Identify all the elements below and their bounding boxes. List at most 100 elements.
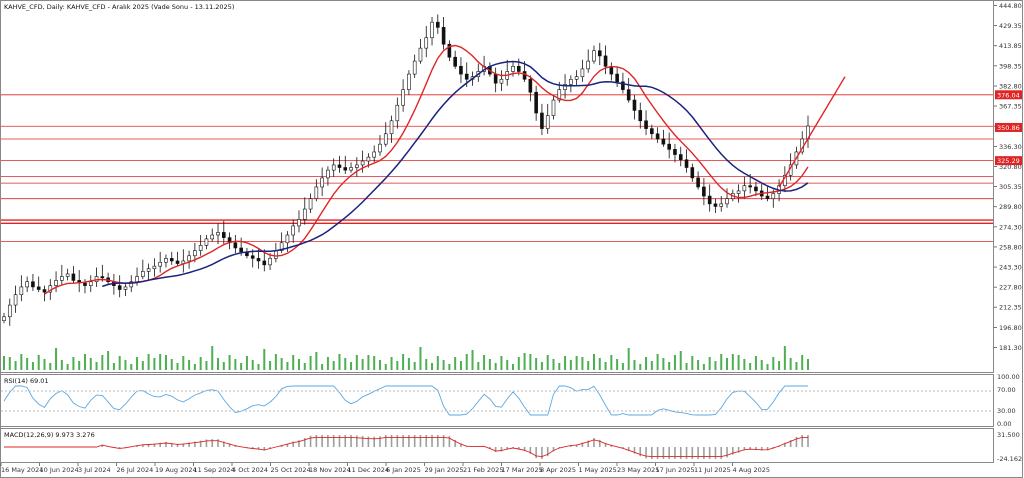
candle-body	[551, 99, 556, 116]
candle-body	[407, 73, 411, 90]
volume-bar	[3, 356, 5, 370]
candle-body	[146, 268, 151, 272]
macd-hist-bar	[593, 438, 595, 447]
candle-body	[621, 81, 625, 90]
y-tick-label: 212.35	[999, 304, 1022, 312]
candle-body	[702, 186, 706, 197]
macd-hist-bar	[269, 447, 271, 449]
volume-bar	[697, 360, 700, 370]
volume-bar	[297, 359, 300, 370]
x-tick-label: 29 Jan 2025	[425, 466, 464, 474]
volume-bar	[112, 363, 115, 370]
volume-bar	[101, 355, 104, 370]
volume-bar	[205, 361, 208, 370]
macd-hist-bar	[408, 435, 410, 447]
macd-hist-bar	[437, 435, 439, 447]
volume-bar	[737, 355, 740, 370]
volume-bar	[720, 354, 723, 370]
volume-bar	[130, 364, 133, 370]
macd-hist-bar	[384, 435, 387, 447]
y-tick-label: 367.35	[999, 103, 1022, 111]
macd-hist-bar	[194, 441, 196, 447]
macd-hist-bar	[627, 447, 630, 452]
volume-bar	[321, 364, 324, 370]
volume-bars	[3, 346, 809, 370]
macd-hist-bar	[327, 435, 329, 447]
candle-body	[707, 195, 712, 205]
candle-body	[748, 185, 752, 188]
volume-bar	[332, 361, 335, 370]
macd-hist-bar	[535, 447, 537, 459]
volume-bar	[639, 364, 642, 370]
macd-hist-bar	[749, 447, 751, 450]
macd-hist-bar	[587, 440, 590, 447]
volume-bar	[384, 364, 387, 370]
candle-body	[736, 190, 741, 194]
volume-bar	[55, 348, 58, 370]
candle-body	[673, 149, 677, 155]
x-tick-label: 23 May 2025	[617, 466, 659, 474]
macd-hist-bar	[356, 435, 358, 447]
candle-body	[395, 104, 400, 122]
candle-body	[135, 276, 139, 283]
candle-body	[754, 186, 758, 192]
volume-bar	[459, 361, 462, 370]
candle-body	[511, 65, 515, 72]
volume-bar	[141, 361, 144, 370]
volume-bar	[795, 362, 798, 370]
macd-hist-bar	[292, 441, 295, 447]
candle-body	[522, 71, 527, 80]
macd-hist-bar	[633, 447, 636, 454]
volume-bar	[442, 360, 445, 370]
volume-bar	[627, 348, 630, 370]
x-tick-label: 25 Oct 2024	[271, 466, 311, 474]
macd-hist-bar	[142, 444, 144, 447]
candle-body	[713, 203, 718, 207]
macd-hist-bar	[691, 447, 694, 459]
macd-hist-bar	[234, 445, 237, 447]
candle-body	[638, 110, 643, 122]
candle-body	[436, 21, 440, 28]
macd-hist-bar	[118, 447, 121, 449]
candle-body	[725, 198, 729, 205]
macd-hist-bar	[286, 443, 289, 447]
price-tag-label: 376.04	[997, 91, 1020, 99]
macd-hist-bar	[714, 447, 717, 459]
candle-body	[256, 258, 261, 262]
volume-bar	[662, 358, 665, 370]
volume-bar	[517, 357, 520, 370]
x-tick-label: 4 Aug 2025	[733, 466, 771, 474]
macd-hist-bar	[766, 447, 769, 451]
volume-bar	[292, 355, 295, 370]
y-tick-label: 305.35	[999, 183, 1022, 191]
macd-hist-bar	[338, 435, 341, 447]
macd-hist-bar	[541, 447, 543, 459]
volume-bar	[743, 359, 746, 370]
macd-hist-bar	[668, 447, 670, 459]
macd-hist-bar	[656, 447, 659, 459]
volume-bar	[217, 358, 220, 370]
macd-hist-bar	[251, 447, 254, 449]
candle-body	[580, 68, 585, 77]
volume-bar	[552, 359, 555, 370]
volume-bar	[373, 356, 376, 370]
volume-bar	[592, 354, 595, 370]
macd-hist-bar	[489, 447, 491, 450]
volume-bar	[49, 363, 52, 370]
candle-body	[650, 128, 654, 135]
candle-body	[771, 193, 776, 199]
macd-hist-bar	[147, 443, 150, 447]
candle-body	[493, 73, 498, 84]
macd-hist-bar	[720, 447, 723, 459]
volume-bar	[633, 360, 636, 370]
volume-bar	[598, 358, 601, 370]
candle-body	[459, 65, 463, 75]
volume-bar	[188, 360, 191, 370]
ma-fast-line	[44, 44, 809, 295]
macd-hist-bar	[425, 435, 428, 447]
volume-bar	[569, 360, 572, 370]
volume-bar	[714, 361, 717, 370]
macd-hist-bar	[610, 444, 613, 447]
candle-body	[453, 56, 457, 67]
